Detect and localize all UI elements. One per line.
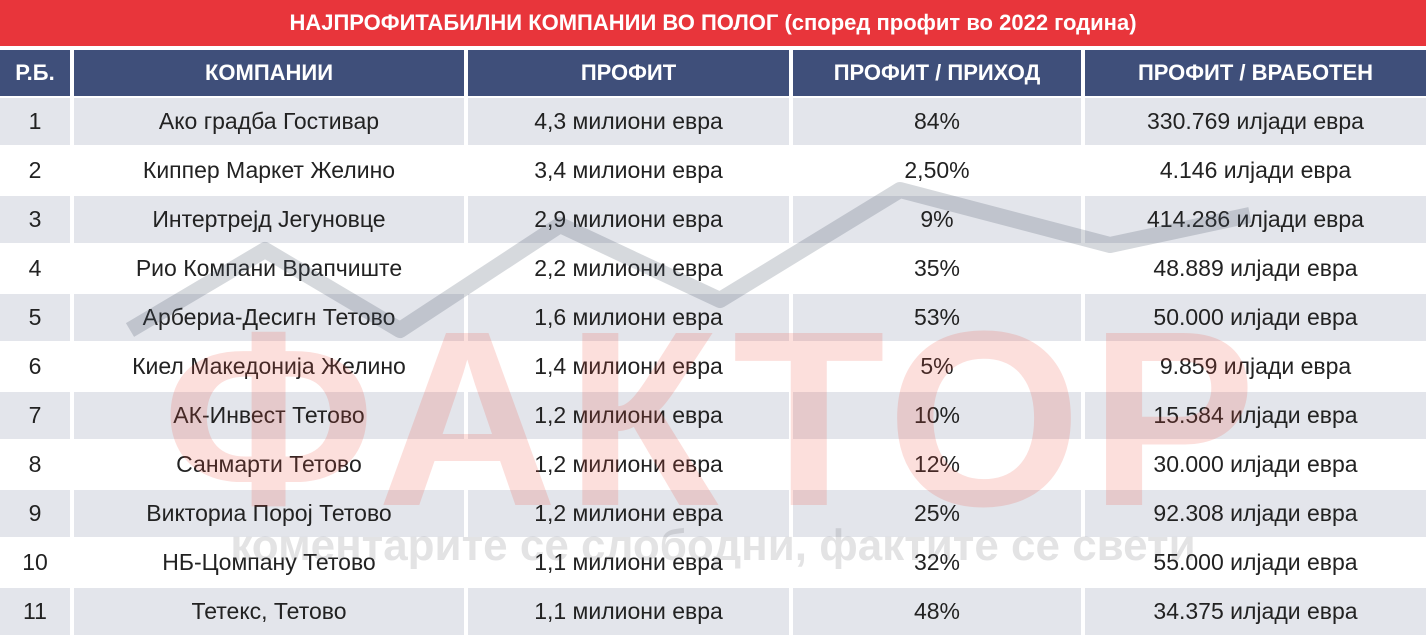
- cell-profit-revenue: 2,50%: [789, 147, 1081, 196]
- cell-company: Киел Македонија Желино: [70, 343, 464, 392]
- cell-profit: 3,4 милиони евра: [464, 147, 789, 196]
- cell-rank: 11: [0, 588, 70, 637]
- cell-profit-employee: 55.000 илјади евра: [1081, 539, 1426, 588]
- cell-profit-revenue: 10%: [789, 392, 1081, 441]
- cell-rank: 5: [0, 294, 70, 343]
- cell-profit: 1,4 милиони евра: [464, 343, 789, 392]
- cell-company: Интертрејд Јегуновце: [70, 196, 464, 245]
- cell-profit-employee: 15.584 илјади евра: [1081, 392, 1426, 441]
- cell-rank: 6: [0, 343, 70, 392]
- cell-company: Ако градба Гостивар: [70, 98, 464, 147]
- cell-rank: 9: [0, 490, 70, 539]
- cell-company: АК-Инвест Тетово: [70, 392, 464, 441]
- cell-profit: 1,1 милиони евра: [464, 588, 789, 637]
- header-profit: ПРОФИТ: [464, 50, 789, 96]
- cell-profit: 1,6 милиони евра: [464, 294, 789, 343]
- cell-profit-revenue: 9%: [789, 196, 1081, 245]
- cell-profit: 1,2 милиони евра: [464, 392, 789, 441]
- cell-profit-revenue: 48%: [789, 588, 1081, 637]
- cell-profit-employee: 30.000 илјади евра: [1081, 441, 1426, 490]
- cell-profit-employee: 4.146 илјади евра: [1081, 147, 1426, 196]
- cell-profit-revenue: 35%: [789, 245, 1081, 294]
- cell-rank: 7: [0, 392, 70, 441]
- cell-profit-employee: 34.375 илјади евра: [1081, 588, 1426, 637]
- cell-profit-revenue: 53%: [789, 294, 1081, 343]
- cell-rank: 3: [0, 196, 70, 245]
- cell-rank: 4: [0, 245, 70, 294]
- cell-profit: 1,2 милиони евра: [464, 441, 789, 490]
- cell-profit-employee: 414.286 илјади евра: [1081, 196, 1426, 245]
- cell-company: Арбериа-Десигн Тетово: [70, 294, 464, 343]
- cell-company: Тетекс, Тетово: [70, 588, 464, 637]
- cell-profit-employee: 92.308 илјади евра: [1081, 490, 1426, 539]
- cell-profit-employee: 48.889 илјади евра: [1081, 245, 1426, 294]
- cell-company: Санмарти Тетово: [70, 441, 464, 490]
- cell-profit: 1,1 милиони евра: [464, 539, 789, 588]
- cell-profit-revenue: 84%: [789, 98, 1081, 147]
- cell-profit-employee: 9.859 илјади евра: [1081, 343, 1426, 392]
- cell-profit-employee: 50.000 илјади евра: [1081, 294, 1426, 343]
- cell-profit: 2,2 милиони евра: [464, 245, 789, 294]
- cell-company: Викториа Пороj Тетово: [70, 490, 464, 539]
- cell-company: НБ-Цомпану Тетово: [70, 539, 464, 588]
- header-profit-revenue: ПРОФИТ / ПРИХОД: [789, 50, 1081, 96]
- cell-rank: 8: [0, 441, 70, 490]
- cell-profit: 2,9 милиони евра: [464, 196, 789, 245]
- cell-profit-employee: 330.769 илјади евра: [1081, 98, 1426, 147]
- cell-profit-revenue: 32%: [789, 539, 1081, 588]
- cell-rank: 2: [0, 147, 70, 196]
- cell-profit-revenue: 25%: [789, 490, 1081, 539]
- header-rb: Р.Б.: [0, 50, 70, 96]
- cell-profit-revenue: 5%: [789, 343, 1081, 392]
- cell-profit: 1,2 милиони евра: [464, 490, 789, 539]
- cell-profit-revenue: 12%: [789, 441, 1081, 490]
- profit-table: Р.Б. КОМПАНИИ ПРОФИТ ПРОФИТ / ПРИХОД ПРОФИТ …: [0, 50, 1426, 637]
- cell-rank: 1: [0, 98, 70, 147]
- header-companies: КОМПАНИИ: [70, 50, 464, 96]
- cell-company: Киппер Маркет Желино: [70, 147, 464, 196]
- header-profit-employee: ПРОФИТ / ВРАБОТЕН: [1081, 50, 1426, 96]
- cell-company: Рио Компани Врапчиште: [70, 245, 464, 294]
- table-title: НАЈПРОФИТАБИЛНИ КОМПАНИИ ВО ПОЛОГ (споре…: [0, 0, 1426, 46]
- cell-profit: 4,3 милиони евра: [464, 98, 789, 147]
- cell-rank: 10: [0, 539, 70, 588]
